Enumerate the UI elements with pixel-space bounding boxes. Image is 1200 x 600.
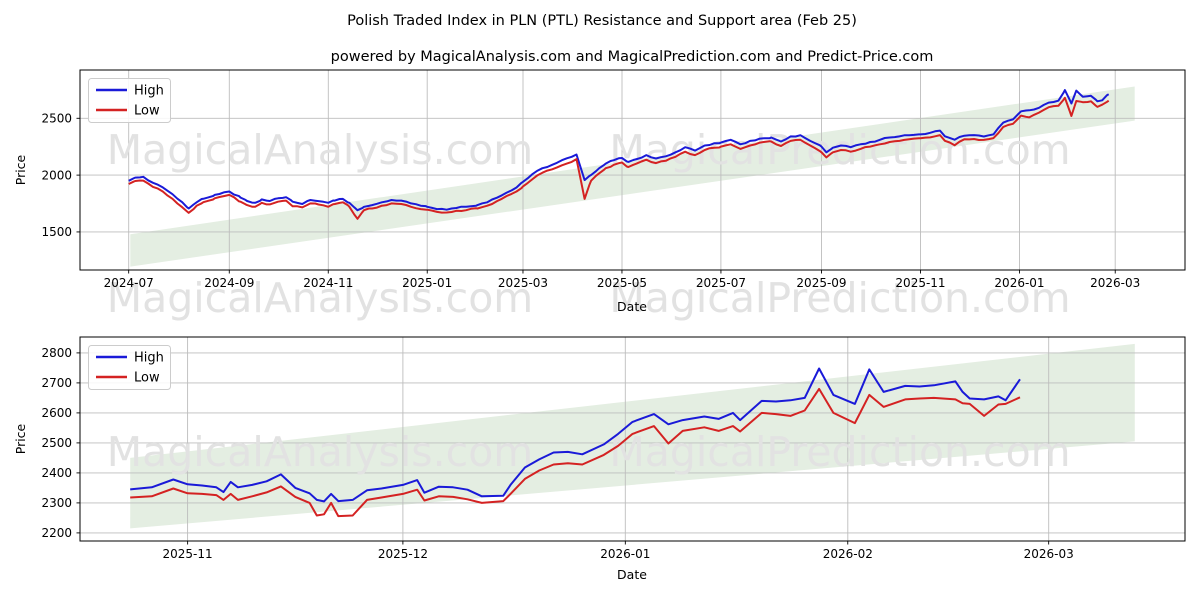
y-tick-label: 2800 bbox=[41, 346, 72, 360]
y-tick-label: 2300 bbox=[41, 496, 72, 510]
y-tick-label: 1500 bbox=[41, 225, 72, 239]
support-resistance-band bbox=[130, 86, 1135, 267]
bottom-chart-xlabel: Date bbox=[617, 567, 647, 582]
y-tick-label: 2000 bbox=[41, 168, 72, 182]
high-line bbox=[130, 367, 1021, 503]
x-tick-label: 2025-01 bbox=[402, 276, 452, 290]
figure-subtitle: powered by MagicalAnalysis.com and Magic… bbox=[331, 49, 934, 65]
legend-high-label: High bbox=[134, 84, 164, 99]
bottom-chart: MagicalAnalysis.com MagicalPrediction.com… bbox=[41, 336, 1186, 561]
x-tick-label: 2025-09 bbox=[796, 276, 846, 290]
x-tick-label: 2024-11 bbox=[303, 276, 353, 290]
y-tick-label: 2500 bbox=[41, 436, 72, 450]
y-tick-label: 2600 bbox=[41, 406, 72, 420]
analysis-watermark: MagicalAnalysis.com bbox=[107, 274, 534, 322]
x-tick-label: 2025-05 bbox=[597, 276, 647, 290]
y-tick-label: 2400 bbox=[41, 466, 72, 480]
top-chart: MagicalAnalysis.com MagicalPrediction.com… bbox=[41, 69, 1186, 290]
y-tick-label: 2500 bbox=[41, 111, 72, 125]
high-line bbox=[128, 89, 1110, 212]
prediction-watermark: MagicalPrediction.com bbox=[609, 274, 1070, 322]
plot-border bbox=[79, 336, 1186, 542]
x-tick-label: 2025-11 bbox=[163, 547, 213, 561]
x-tick-label: 2025-11 bbox=[895, 276, 945, 290]
analysis-watermark: MagicalAnalysis.com bbox=[107, 428, 534, 476]
x-tick-label: 2025-03 bbox=[498, 276, 548, 290]
legend-low-label: Low bbox=[134, 104, 160, 119]
x-tick-label: 2024-07 bbox=[104, 276, 154, 290]
support-resistance-band bbox=[130, 343, 1135, 529]
low-line bbox=[128, 96, 1110, 220]
x-tick-label: 2026-03 bbox=[1024, 547, 1074, 561]
x-tick-label: 2026-03 bbox=[1090, 276, 1140, 290]
x-tick-label: 2026-02 bbox=[823, 547, 873, 561]
top-chart-ylabel: Price bbox=[13, 154, 28, 185]
y-tick-label: 2200 bbox=[41, 526, 72, 540]
y-tick-label: 2700 bbox=[41, 376, 72, 390]
watermark-row: MagicalAnalysis.com MagicalPrediction.com bbox=[107, 274, 1071, 322]
bottom-chart-ylabel: Price bbox=[13, 423, 28, 454]
top-chart-legend: High Low bbox=[88, 78, 171, 123]
prediction-watermark: MagicalPrediction.com bbox=[609, 428, 1070, 476]
legend-low-label: Low bbox=[134, 371, 160, 386]
x-tick-label: 2025-12 bbox=[378, 547, 428, 561]
legend-high-label: High bbox=[134, 351, 164, 366]
plot-border bbox=[79, 69, 1186, 271]
bottom-chart-legend: High Low bbox=[88, 345, 171, 390]
x-tick-label: 2024-09 bbox=[204, 276, 254, 290]
figure-title: Polish Traded Index in PLN (PTL) Resista… bbox=[347, 13, 857, 29]
x-tick-label: 2025-07 bbox=[696, 276, 746, 290]
top-chart-xlabel: Date bbox=[617, 299, 647, 314]
analysis-watermark: MagicalAnalysis.com bbox=[107, 126, 534, 174]
x-tick-label: 2026-01 bbox=[994, 276, 1044, 290]
low-line bbox=[130, 387, 1021, 518]
x-tick-label: 2026-01 bbox=[600, 547, 650, 561]
